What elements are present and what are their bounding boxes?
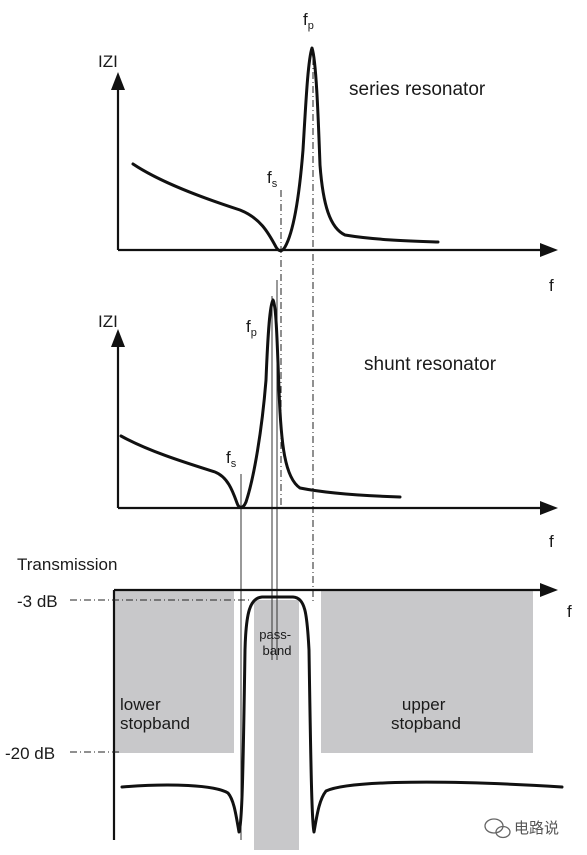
series-x-axis-arrow	[540, 243, 558, 257]
series-resonator-panel: IZI f series resonator fs fp	[98, 10, 558, 295]
lower-stopband-line2: stopband	[120, 714, 190, 733]
series-y-axis-label: IZI	[98, 52, 118, 71]
passband-label: pass- band	[259, 627, 294, 658]
watermark-text: 电路说	[514, 819, 559, 837]
shunt-x-axis-label: f	[549, 532, 554, 551]
transmission-x-axis-arrow	[540, 583, 558, 597]
series-x-axis-label: f	[549, 276, 554, 295]
series-y-axis-arrow	[111, 72, 125, 90]
transmission-y-axis-label: Transmission	[17, 555, 117, 574]
shunt-y-axis-arrow	[111, 329, 125, 347]
shunt-title: shunt resonator	[364, 354, 497, 375]
minus3db-label: -3 dB	[17, 592, 58, 611]
transmission-curve	[120, 595, 564, 834]
series-impedance-curve	[131, 46, 440, 253]
transmission-x-axis-label: f	[567, 602, 572, 621]
shunt-impedance-curve	[119, 298, 402, 509]
shunt-fs-sub: s	[231, 458, 237, 470]
wechat-icon	[484, 818, 511, 839]
upper-stopband-line1: upper	[402, 695, 446, 714]
minus20db-label: -20 dB	[5, 744, 55, 763]
passband-label-line1: pass-	[259, 627, 291, 642]
shunt-resonator-panel: IZI f shunt resonator fs fp	[98, 298, 558, 551]
watermark: 电路说	[484, 818, 559, 839]
series-fp-sub: p	[308, 20, 314, 32]
shunt-fp-main: f	[246, 317, 251, 336]
shunt-fs-main: f	[226, 448, 231, 467]
upper-stopband-region	[321, 590, 533, 753]
shunt-fp-sub: p	[251, 327, 257, 339]
shunt-y-axis-label: IZI	[98, 312, 118, 331]
passband-label-line2: band	[263, 643, 292, 658]
lower-stopband-label: lower stopband	[120, 695, 190, 733]
upper-stopband-line2: stopband	[391, 714, 461, 733]
series-fp-label: fp	[303, 10, 314, 32]
series-fs-label: fs	[267, 168, 278, 190]
upper-stopband-label: upper stopband	[391, 695, 461, 733]
shunt-fs-label: fs	[226, 448, 237, 470]
series-title: series resonator	[349, 79, 486, 100]
shunt-x-axis-arrow	[540, 501, 558, 515]
lower-stopband-region	[114, 590, 234, 753]
series-fs-sub: s	[272, 178, 278, 190]
series-fs-main: f	[267, 168, 272, 187]
shunt-fp-label: fp	[246, 317, 257, 339]
lower-stopband-line1: lower	[120, 695, 161, 714]
series-fp-main: f	[303, 10, 308, 29]
transmission-panel: Transmission f -3 dB -20 dB pass- band l…	[5, 555, 572, 840]
